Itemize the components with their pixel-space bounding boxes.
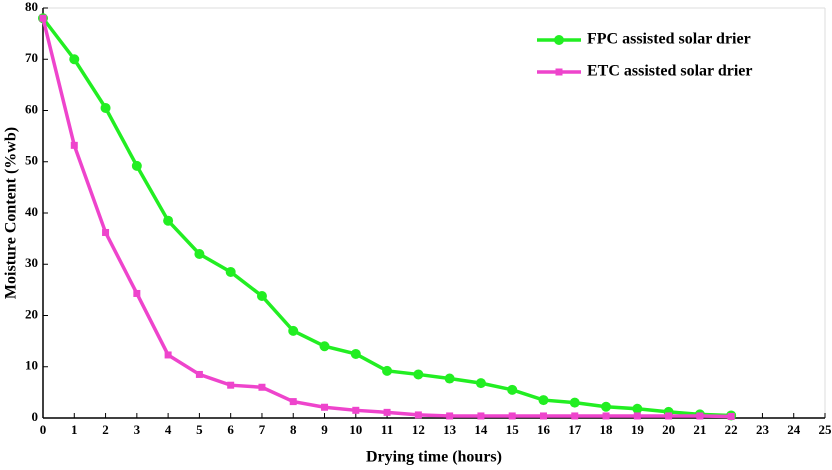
data-point xyxy=(382,365,393,376)
x-axis-label: Drying time (hours) xyxy=(366,449,502,466)
data-point xyxy=(288,325,299,336)
x-tick-label: 11 xyxy=(381,422,393,437)
y-tick-label: 20 xyxy=(25,306,38,321)
legend-text: ETC assisted solar drier xyxy=(587,63,752,80)
x-tick-label: 25 xyxy=(819,422,832,437)
data-point xyxy=(446,412,454,420)
x-tick-label: 2 xyxy=(102,422,109,437)
y-tick-label: 0 xyxy=(32,409,39,424)
data-point xyxy=(131,160,142,171)
data-point xyxy=(727,412,735,420)
x-tick-label: 3 xyxy=(134,422,141,437)
data-point xyxy=(665,412,673,420)
legend-marker xyxy=(554,35,564,45)
x-tick-label: 12 xyxy=(412,422,425,437)
x-tick-label: 16 xyxy=(537,422,551,437)
x-tick-label: 4 xyxy=(165,422,172,437)
y-tick-label: 10 xyxy=(25,358,38,373)
data-point xyxy=(507,384,518,395)
x-tick-label: 17 xyxy=(568,422,582,437)
data-point xyxy=(69,54,80,65)
x-tick-label: 15 xyxy=(506,422,520,437)
data-point xyxy=(70,141,78,149)
y-tick-label: 70 xyxy=(25,50,38,65)
data-point xyxy=(350,348,361,359)
data-point xyxy=(256,291,267,302)
data-point xyxy=(100,102,111,113)
legend-text: FPC assisted solar drier xyxy=(587,31,751,48)
data-point xyxy=(133,289,141,297)
x-tick-label: 22 xyxy=(725,422,738,437)
x-tick-label: 6 xyxy=(227,422,234,437)
data-point xyxy=(602,412,610,420)
y-tick-label: 50 xyxy=(25,153,38,168)
legend-marker xyxy=(555,68,563,76)
x-tick-label: 8 xyxy=(290,422,297,437)
y-tick-label: 60 xyxy=(25,101,38,116)
data-point xyxy=(633,412,641,420)
x-tick-label: 14 xyxy=(474,422,488,437)
data-point xyxy=(227,381,235,389)
x-tick-label: 21 xyxy=(693,422,706,437)
data-point xyxy=(601,401,612,412)
data-point xyxy=(352,406,360,414)
data-point xyxy=(321,403,329,411)
data-point xyxy=(194,249,205,259)
x-tick-label: 0 xyxy=(40,422,47,437)
data-point xyxy=(569,397,580,408)
data-point xyxy=(39,14,47,22)
data-point xyxy=(383,408,391,416)
x-tick-label: 20 xyxy=(662,422,675,437)
x-tick-label: 7 xyxy=(259,422,266,437)
data-point xyxy=(539,412,547,420)
x-tick-label: 24 xyxy=(787,422,801,437)
data-point xyxy=(195,370,203,378)
data-point xyxy=(164,351,172,359)
data-point xyxy=(632,403,643,414)
data-point xyxy=(319,341,330,352)
data-point xyxy=(289,398,297,406)
data-point xyxy=(413,369,424,380)
data-point xyxy=(258,383,266,391)
x-tick-label: 10 xyxy=(349,422,362,437)
x-tick-label: 13 xyxy=(443,422,457,437)
y-tick-label: 40 xyxy=(25,204,38,219)
y-axis-label: Moisture Content (%wb) xyxy=(3,127,20,299)
x-tick-label: 1 xyxy=(71,422,78,437)
y-tick-label: 80 xyxy=(25,0,38,14)
x-tick-label: 23 xyxy=(756,422,770,437)
data-point xyxy=(571,412,579,420)
data-point xyxy=(444,373,455,384)
x-tick-label: 19 xyxy=(631,422,645,437)
data-point xyxy=(538,395,549,406)
x-tick-label: 9 xyxy=(321,422,328,437)
data-point xyxy=(475,378,486,389)
data-point xyxy=(102,228,110,236)
data-point xyxy=(225,266,236,277)
x-tick-label: 5 xyxy=(196,422,203,437)
data-point xyxy=(477,412,485,420)
data-point xyxy=(696,412,704,420)
data-point xyxy=(414,411,422,419)
y-tick-label: 30 xyxy=(25,255,38,270)
x-tick-label: 18 xyxy=(600,422,614,437)
data-point xyxy=(508,412,516,420)
data-point xyxy=(163,215,174,226)
